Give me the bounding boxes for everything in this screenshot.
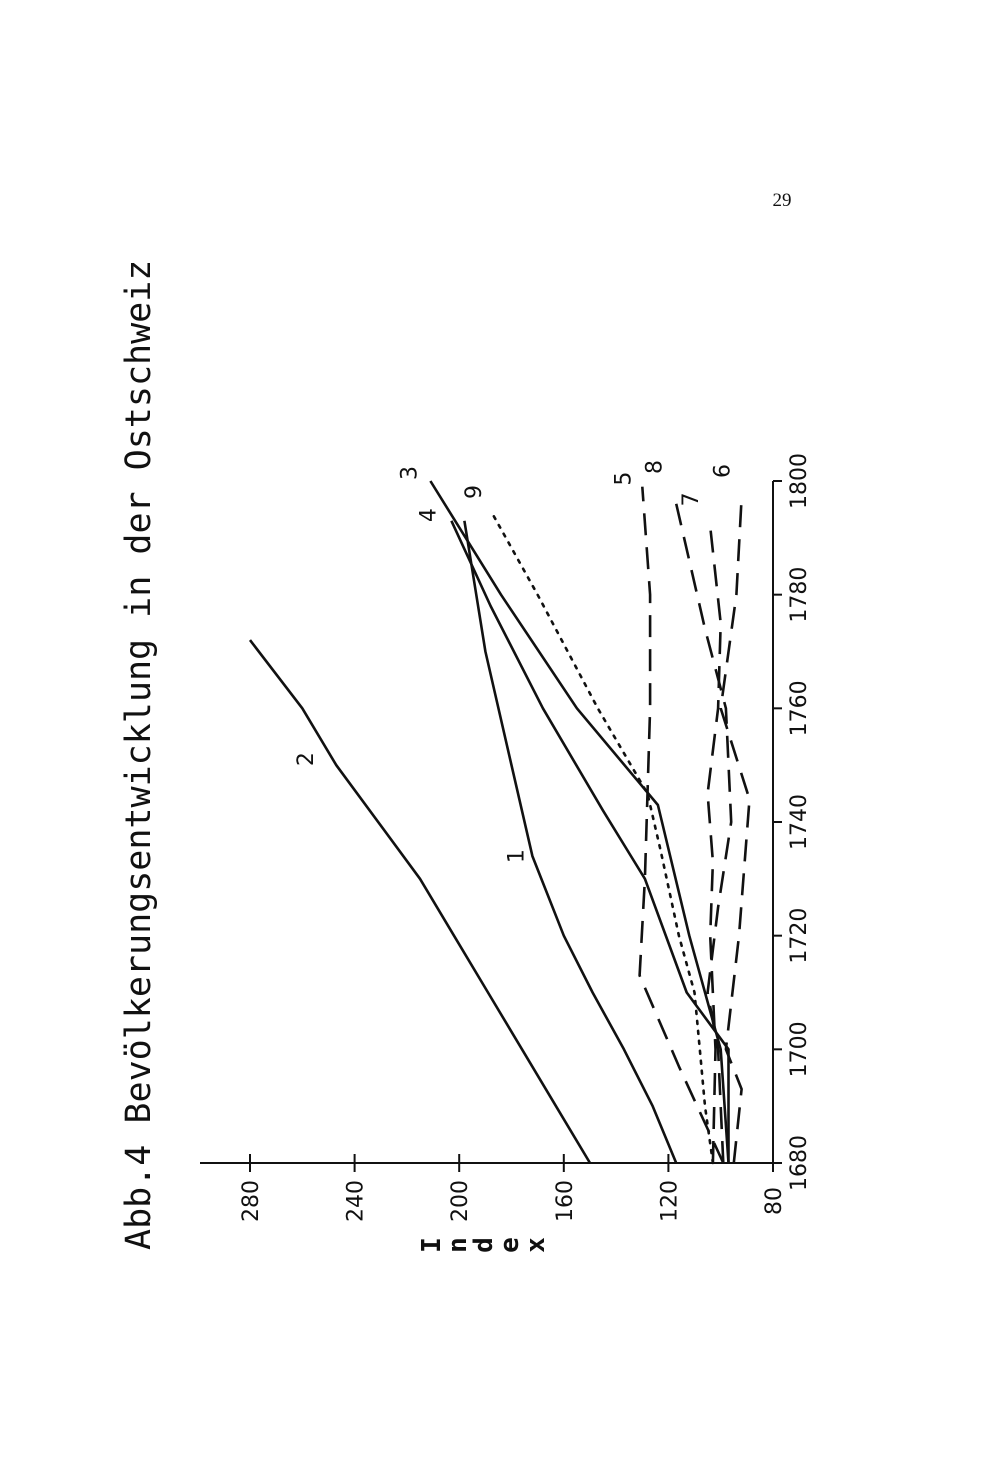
y-tick-label: 120	[657, 1180, 682, 1222]
y-tick-label: 160	[553, 1180, 578, 1222]
series-labels: 1 2 3 4 5 67 8 9	[294, 460, 735, 863]
series-9-label: 9	[462, 485, 487, 499]
y-axis-label-letter: e	[495, 1237, 525, 1253]
series-lines	[248, 480, 751, 1165]
y-tick-label: 200	[448, 1180, 473, 1222]
series-6-line	[719, 497, 751, 1164]
series-2-line	[248, 639, 592, 1164]
chart-axes	[200, 481, 774, 1164]
x-tick-label: 1740	[787, 794, 812, 850]
series-8-line	[672, 492, 733, 1164]
x-axis-ticks: 1680 1700 1720 1740 1760 1780 1800	[773, 453, 812, 1191]
series-4-line	[450, 520, 730, 1163]
x-tick-label: 1700	[787, 1021, 812, 1077]
y-tick-label: 240	[344, 1180, 369, 1222]
y-tick-label: 80	[762, 1187, 787, 1215]
series-3-line	[429, 480, 730, 1164]
series-2-label: 2	[294, 752, 319, 766]
series-5-line	[638, 486, 725, 1164]
y-axis-label-letter: x	[521, 1237, 551, 1253]
x-tick-label: 1760	[787, 680, 812, 736]
y-axis-label-letter: I	[417, 1237, 447, 1253]
page-number: 29	[772, 190, 792, 211]
x-tick-label: 1720	[787, 908, 812, 964]
x-tick-label: 1680	[787, 1135, 812, 1191]
x-tick-label: 1780	[787, 567, 812, 623]
series-7-label: 7	[679, 492, 704, 506]
y-axis-label-letter: n	[443, 1237, 473, 1253]
chart-title: Abb.4 Bevölkerungsentwicklung in der Ost…	[119, 260, 159, 1250]
series-7-line	[706, 526, 723, 1164]
y-tick-label: 280	[239, 1180, 264, 1222]
series-1-label: 1	[505, 849, 530, 863]
series-8-label: 8	[643, 460, 668, 474]
y-axis-label-letter: d	[469, 1237, 499, 1253]
series-9-line	[491, 513, 715, 1165]
series-4-label: 4	[416, 508, 441, 522]
y-axis-ticks: 80 120 160 200 240 280	[239, 1154, 787, 1222]
x-tick-label: 1800	[787, 453, 812, 509]
series-5-label: 5	[611, 472, 636, 486]
series-1-line	[463, 520, 678, 1164]
series-6-label: 6	[711, 464, 736, 478]
series-3-label: 3	[397, 466, 422, 480]
